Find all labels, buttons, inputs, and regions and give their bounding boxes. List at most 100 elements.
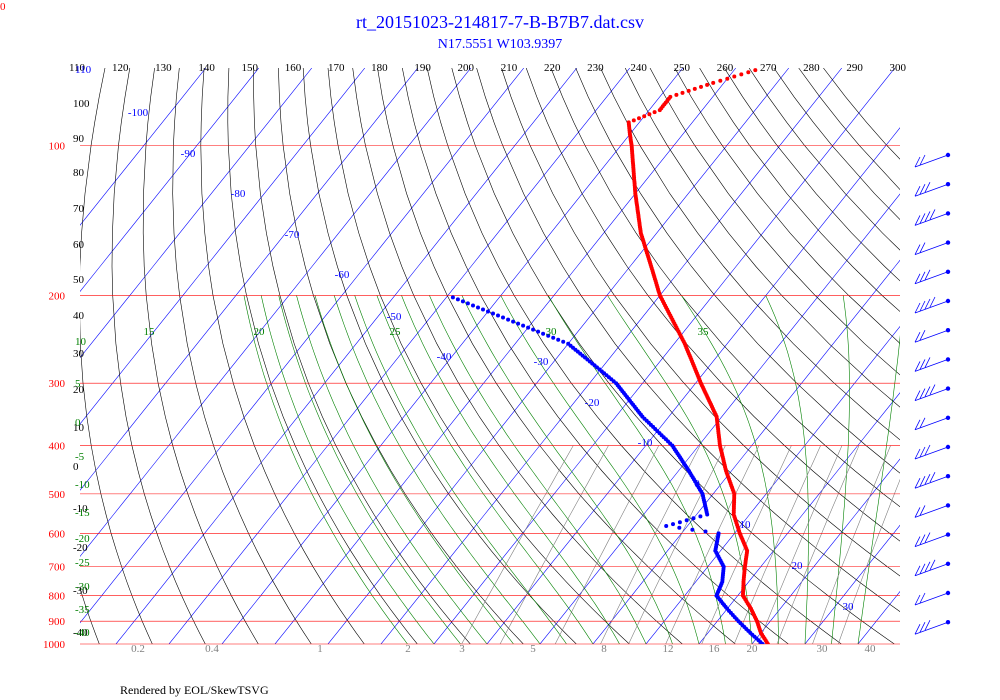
isotherm-line xyxy=(327,68,790,644)
isotherm-label: -90 xyxy=(181,148,196,160)
dry-adiabat-line xyxy=(624,68,900,408)
dewpoint-point xyxy=(684,518,689,523)
temperature-point xyxy=(705,82,710,87)
chart-subtitle: N17.5551 W103.9397 xyxy=(438,37,563,52)
mixing-ratio-label: 3 xyxy=(459,643,465,655)
temperature-point xyxy=(718,78,723,83)
temperature-point xyxy=(642,114,647,119)
wind-barb-flag xyxy=(914,186,921,197)
wind-barb-shaft xyxy=(914,563,949,577)
isotherm-line xyxy=(115,68,578,644)
wind-barb-flag xyxy=(919,388,926,399)
wind-barb-flag xyxy=(919,505,926,516)
temperature-point xyxy=(753,68,758,73)
isotherm-line xyxy=(80,68,419,491)
pressure-label: 800 xyxy=(49,591,66,603)
mixing-ratio-line xyxy=(554,445,660,644)
temperature-point xyxy=(626,120,631,125)
moist-adiabat-line xyxy=(765,295,809,644)
wind-barb-station xyxy=(945,503,951,508)
wind-barb-station xyxy=(945,357,951,362)
dewpoint-point xyxy=(481,307,485,312)
dewpoint-point xyxy=(671,522,675,527)
isotherm-line xyxy=(168,68,631,644)
dry-adiabat-line xyxy=(724,68,900,282)
dewpoint-point xyxy=(506,317,511,322)
wind-barb-flag xyxy=(924,357,931,368)
wind-barb-flag xyxy=(914,594,921,606)
dry-adiabat-line xyxy=(8,68,56,644)
wind-barb-flag xyxy=(924,444,931,456)
dry-adiabat-line xyxy=(172,68,312,644)
moist-adiabat-line xyxy=(461,295,673,644)
dry-adiabat-line xyxy=(227,68,418,644)
dry-adiabat-line xyxy=(0,68,31,644)
dry-adiabat-line xyxy=(798,68,900,191)
isotherm-line xyxy=(911,68,1000,644)
mixing-ratio-label: 30 xyxy=(817,643,829,655)
adiabat-label: 100 xyxy=(73,98,90,110)
theta-label: 190 xyxy=(414,62,431,74)
theta-label: 170 xyxy=(328,62,345,74)
left-edge-label: -5 xyxy=(75,451,85,463)
theta-label: 290 xyxy=(846,62,863,74)
theta-label: 220 xyxy=(544,62,561,74)
wind-barb-flag xyxy=(914,302,921,314)
mixing-ratio-label: 16 xyxy=(709,643,721,655)
theta-label: 280 xyxy=(803,62,820,74)
mixing-ratio-label: 20 xyxy=(747,643,759,655)
pressure-label: 1000 xyxy=(43,639,66,651)
left-edge-label: 110 xyxy=(75,64,92,76)
temperature-point xyxy=(686,88,691,93)
isotherm-line xyxy=(221,68,684,644)
corner-label: 0 xyxy=(0,1,6,13)
wind-barb-flag xyxy=(914,215,921,226)
dry-adiabat-line xyxy=(278,68,524,644)
moist-adiabat-line xyxy=(333,295,541,644)
isotherm-label: -40 xyxy=(437,351,452,363)
dewpoint-point xyxy=(491,311,495,316)
wind-barb-flag xyxy=(914,332,921,343)
dewpoint-point xyxy=(531,327,536,332)
theta-label: 210 xyxy=(501,62,518,74)
isobars xyxy=(80,144,900,645)
isotherm-label: -10 xyxy=(638,437,653,449)
wind-barb-shaft xyxy=(914,242,949,255)
isotherm-line xyxy=(486,127,900,644)
isotherm-label: 30 xyxy=(843,601,855,613)
dry-adiabat-line xyxy=(426,68,842,644)
moist-adiabat-line xyxy=(296,295,488,644)
footer-credit: Rendered by EOL/SkewTSVG xyxy=(120,683,269,697)
isotherm-line xyxy=(804,524,900,644)
dry-adiabat-line xyxy=(674,68,900,344)
left-edge-label: -20 xyxy=(75,533,90,545)
dry-adiabat-line xyxy=(302,68,577,644)
dry-adiabat-line xyxy=(200,68,365,644)
wind-barb-shaft xyxy=(914,534,949,547)
isotherm-line xyxy=(698,392,900,644)
theta-label: 110 xyxy=(69,62,86,74)
isotherm-line xyxy=(380,68,843,644)
wind-barb-flag xyxy=(919,563,926,574)
temperature-point xyxy=(739,72,744,77)
dewpoint-point xyxy=(677,525,682,530)
mixing-ratio-label: 8 xyxy=(601,643,607,655)
wind-barb-flag xyxy=(914,536,921,547)
adiabat-label: 80 xyxy=(73,167,85,179)
isotherm-line xyxy=(80,68,260,293)
dewpoint-point xyxy=(476,305,480,310)
dewpoint-point xyxy=(450,295,455,300)
adiabat-label: 40 xyxy=(73,310,85,322)
mixing-ratio-label: 0.2 xyxy=(131,643,145,655)
adiabat-label: 30 xyxy=(73,348,85,360)
left-edge-label: 0 xyxy=(75,417,81,429)
theta-label: 260 xyxy=(717,62,734,74)
theta-label: 230 xyxy=(587,62,604,74)
theta-label: 270 xyxy=(760,62,777,74)
isotherm-line xyxy=(80,68,313,359)
sounding-profiles xyxy=(450,68,770,644)
dewpoint-point xyxy=(551,335,556,340)
isotherm-label: 20 xyxy=(792,560,804,572)
dewpoint-point xyxy=(698,514,703,519)
